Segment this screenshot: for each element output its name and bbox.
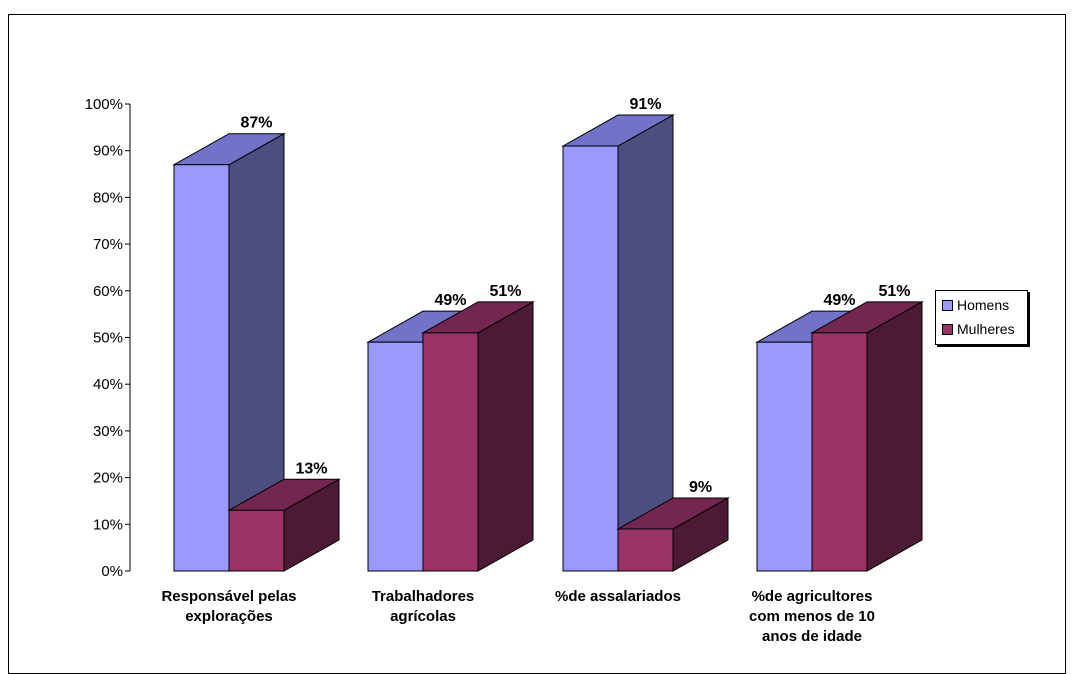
bar-front-face <box>756 341 813 572</box>
category-label-line: Trabalhadores <box>372 588 475 605</box>
data-label: 51% <box>878 283 910 300</box>
category-label-line: %de assalariados <box>555 588 681 605</box>
legend-item-mulheres: Mulheres <box>942 321 1015 337</box>
category-label-line: explorações <box>185 608 273 625</box>
legend-swatch-mulheres <box>942 323 953 335</box>
bar-mulheres-2 <box>616 497 730 572</box>
data-label: 9% <box>689 479 712 496</box>
category-labels: Responsável pelas explorações Trabalhadore… <box>161 588 874 645</box>
y-tick-label: 20% <box>93 470 123 487</box>
data-label: 91% <box>629 96 661 113</box>
bar-front-face <box>562 145 619 572</box>
bar-mulheres-3 <box>810 300 924 572</box>
y-tick-label: 40% <box>93 376 123 393</box>
data-label: 87% <box>240 115 272 132</box>
category-label: Trabalhadores agrícolas <box>372 588 475 625</box>
y-tick-label: 80% <box>93 189 123 206</box>
legend-label-homens: Homens <box>957 297 1010 313</box>
category-label-line: agrícolas <box>390 608 456 625</box>
y-tick-label: 60% <box>93 283 123 300</box>
legend-swatch-homens <box>942 299 953 311</box>
data-label: 13% <box>295 460 327 477</box>
bar-mulheres-0 <box>227 478 341 572</box>
category-label-line: %de agricultores <box>752 588 873 605</box>
bar-front-face <box>367 341 424 572</box>
data-label: 49% <box>823 292 855 309</box>
y-tick-label: 50% <box>93 330 123 347</box>
y-tick-label: 90% <box>93 143 123 160</box>
bar-side-face <box>477 300 534 572</box>
data-label: 51% <box>489 283 521 300</box>
bar-side-face <box>866 300 923 572</box>
y-tick-label: 30% <box>93 423 123 440</box>
bar-chart: 0% 10% 20% 30% 40% 50% 60% 70% 80% 90% 100% 87% 13%… <box>85 96 924 645</box>
y-tick-label: 70% <box>93 236 123 253</box>
bar-homens-2 <box>561 114 675 572</box>
bar-front-face <box>173 164 230 572</box>
legend: Homens Mulheres <box>935 290 1028 345</box>
category-label: %de assalariados <box>555 588 681 605</box>
category-label: Responsável pelas explorações <box>161 588 296 625</box>
category-label: %de agricultores com menos de 10 anos de i… <box>749 588 875 645</box>
data-labels: 87% 13% 49% 51% 91% 9% 49% 51% <box>240 96 910 496</box>
bar-front-face <box>811 332 868 572</box>
y-tick-label: 0% <box>101 563 123 580</box>
legend-label-mulheres: Mulheres <box>957 321 1015 337</box>
bar-front-face <box>422 332 479 572</box>
category-label-line: anos de idade <box>762 628 862 645</box>
bar-front-face <box>228 509 285 572</box>
y-axis: 0% 10% 20% 30% 40% 50% 60% 70% 80% 90% 100% <box>85 96 131 580</box>
y-tick-label: 100% <box>85 96 123 113</box>
bar-mulheres-1 <box>421 300 535 572</box>
data-label: 49% <box>434 292 466 309</box>
legend-item-homens: Homens <box>942 297 1009 313</box>
bar-homens-0 <box>172 132 286 572</box>
y-tick-label: 10% <box>93 516 123 533</box>
category-label-line: Responsável pelas <box>161 588 296 605</box>
bars <box>172 114 924 572</box>
bar-front-face <box>617 528 674 572</box>
category-label-line: com menos de 10 <box>749 608 875 625</box>
